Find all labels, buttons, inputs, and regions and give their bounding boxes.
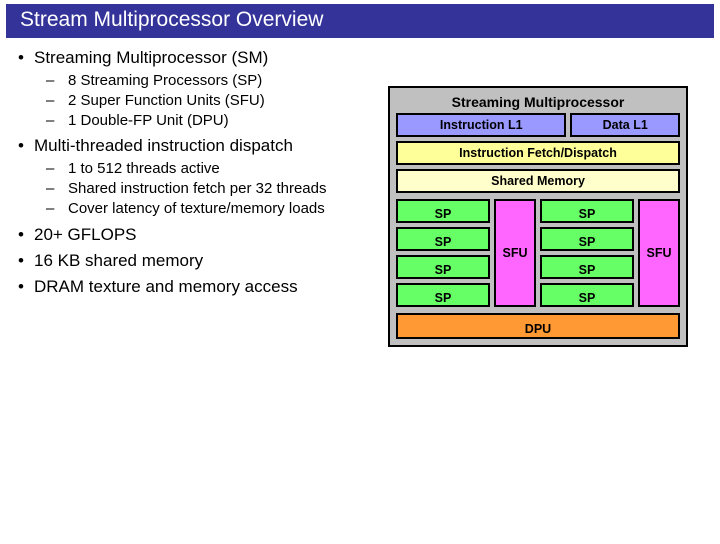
dash: – xyxy=(46,160,68,179)
sub-sfu: 2 Super Function Units (SFU) xyxy=(68,92,388,111)
sfu-block: SFU xyxy=(494,199,536,307)
sp-block: SP xyxy=(540,255,634,279)
bullet-dot: • xyxy=(8,136,34,156)
slide-title: Stream Multiprocessor Overview xyxy=(6,4,714,38)
bullet-sm: Streaming Multiprocessor (SM) xyxy=(34,48,268,68)
sp-block: SP xyxy=(540,283,634,307)
dash: – xyxy=(46,112,68,131)
bullet-dispatch: Multi-threaded instruction dispatch xyxy=(34,136,293,156)
sub-dpu: 1 Double-FP Unit (DPU) xyxy=(68,112,388,131)
sub-threads: 1 to 512 threads active xyxy=(68,160,388,179)
shared-memory: Shared Memory xyxy=(396,169,680,193)
dash: – xyxy=(46,180,68,199)
text-column: • Streaming Multiprocessor (SM) –8 Strea… xyxy=(8,48,388,347)
sm-diagram: Streaming Multiprocessor Instruction L1 … xyxy=(388,86,688,347)
sfu-block: SFU xyxy=(638,199,680,307)
bullet-dot: • xyxy=(8,225,34,245)
sp-block: SP xyxy=(540,199,634,223)
sp-block: SP xyxy=(396,255,490,279)
dash: – xyxy=(46,200,68,219)
diagram-title: Streaming Multiprocessor xyxy=(396,94,680,110)
sub-latency: Cover latency of texture/memory loads xyxy=(68,200,388,219)
bullet-dot: • xyxy=(8,48,34,68)
bullet-dram: DRAM texture and memory access xyxy=(34,277,298,297)
sp-block: SP xyxy=(396,227,490,251)
content-area: • Streaming Multiprocessor (SM) –8 Strea… xyxy=(0,38,720,347)
diagram-column: Streaming Multiprocessor Instruction L1 … xyxy=(388,48,708,347)
bullet-gflops: 20+ GFLOPS xyxy=(34,225,137,245)
bullet-dot: • xyxy=(8,277,34,297)
sub-sp: 8 Streaming Processors (SP) xyxy=(68,72,388,91)
dash: – xyxy=(46,92,68,111)
fetch-dispatch: Instruction Fetch/Dispatch xyxy=(396,141,680,165)
sp-block: SP xyxy=(396,283,490,307)
bullet-dot: • xyxy=(8,251,34,271)
dash: – xyxy=(46,72,68,91)
sub-fetch32: Shared instruction fetch per 32 threads xyxy=(68,180,388,199)
instruction-l1: Instruction L1 xyxy=(396,113,566,137)
sp-block: SP xyxy=(396,199,490,223)
processor-grid: SP SP SP SP SFU SP SP SP SP SFU xyxy=(396,199,680,307)
data-l1: Data L1 xyxy=(570,113,680,137)
sp-block: SP xyxy=(540,227,634,251)
dpu-block: DPU xyxy=(396,313,680,339)
bullet-shared-mem: 16 KB shared memory xyxy=(34,251,203,271)
